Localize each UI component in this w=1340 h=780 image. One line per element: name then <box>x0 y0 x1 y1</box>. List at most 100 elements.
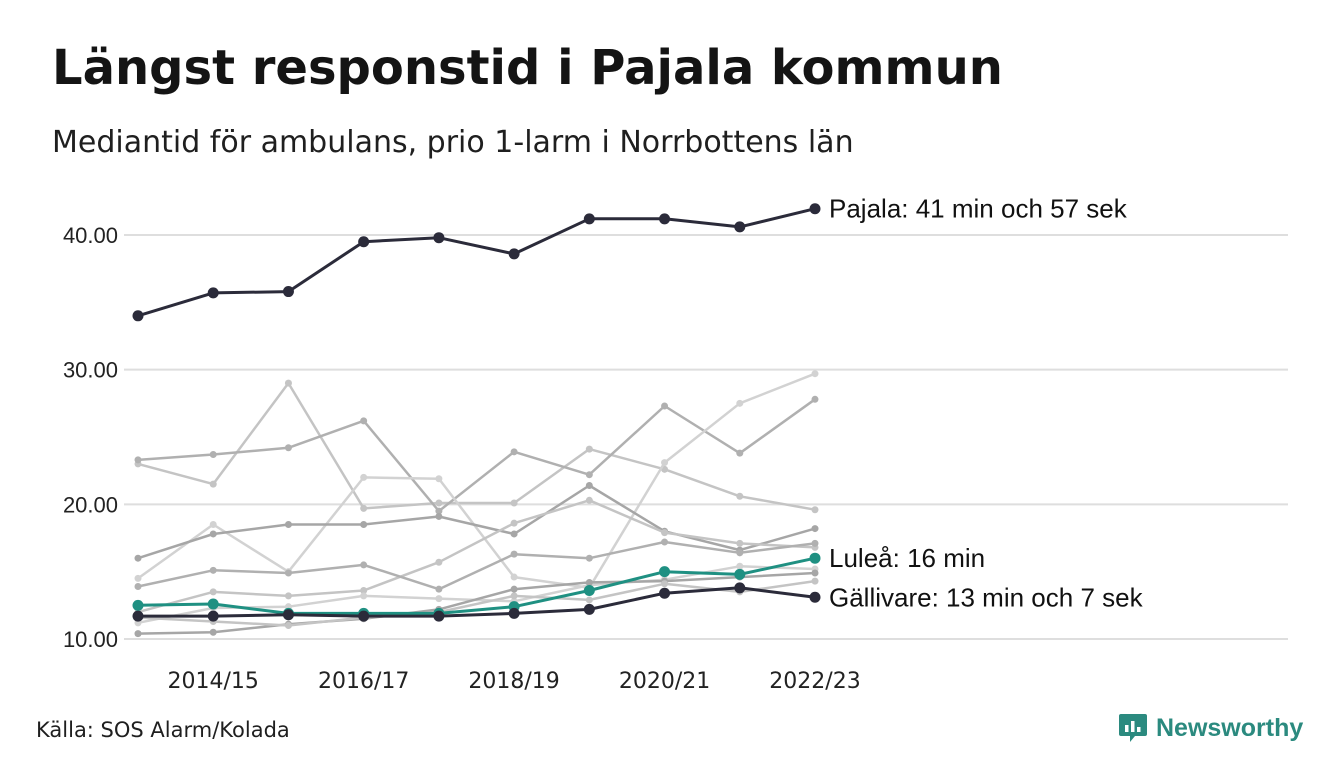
background-series-point <box>585 496 593 504</box>
highlighted-series-point <box>132 599 144 611</box>
background-series-point <box>811 539 819 547</box>
highlighted-series-point <box>282 286 294 298</box>
background-series-point <box>510 499 518 507</box>
background-series-point <box>435 585 443 593</box>
background-series-point <box>811 395 819 403</box>
background-series-point <box>360 587 368 595</box>
background-series-point <box>510 550 518 558</box>
series-end-label: Pajala: 41 min och 57 sek <box>829 194 1128 224</box>
background-series-line <box>137 540 816 591</box>
highlighted-series-point <box>207 598 219 610</box>
brand-logo: Newsworthy <box>1118 712 1303 744</box>
background-series-point <box>736 549 744 557</box>
brand-name: Newsworthy <box>1156 713 1304 742</box>
highlighted-series-point <box>433 232 445 244</box>
background-series-point <box>435 507 443 515</box>
background-series-point <box>284 592 292 600</box>
background-series-point <box>435 512 443 520</box>
highlighted-series-line <box>137 556 816 615</box>
background-series-point <box>510 585 518 593</box>
background-series-point <box>811 506 819 514</box>
chart-subtitle: Mediantid för ambulans, prio 1-larm i No… <box>52 125 854 160</box>
background-series-point <box>360 521 368 529</box>
background-series-point <box>134 574 142 582</box>
highlighted-series-point <box>358 610 370 622</box>
y-tick-label: 30.00 <box>63 358 118 383</box>
background-series-point <box>585 445 593 453</box>
background-series-point <box>134 554 142 562</box>
highlighted-series-point <box>207 610 219 622</box>
highlighted-series-point <box>207 287 219 299</box>
background-series-point <box>510 448 518 456</box>
series-end-label: Luleå: 16 min <box>829 543 985 573</box>
highlighted-series-point <box>583 585 595 597</box>
background-series-point <box>360 504 368 512</box>
y-tick-label: 20.00 <box>63 492 118 517</box>
source-note: Källa: SOS Alarm/Kolada <box>36 718 290 742</box>
background-series-point <box>661 402 669 410</box>
background-series-point <box>435 558 443 566</box>
background-series-point <box>435 595 443 603</box>
background-series-point <box>585 578 593 586</box>
highlighted-series-line <box>138 586 816 618</box>
background-series-point <box>736 562 744 570</box>
x-tick-label: 2014/15 <box>168 669 259 694</box>
background-series-point <box>736 399 744 407</box>
background-series-point <box>661 538 669 546</box>
x-tick-label: 2018/19 <box>468 669 559 694</box>
background-series-point <box>661 580 669 588</box>
background-series-point <box>585 554 593 562</box>
background-series-point <box>209 588 217 596</box>
highlighted-series-point <box>809 591 821 603</box>
highlighted-series-point <box>282 609 294 621</box>
background-series-point <box>360 592 368 600</box>
highlighted-series-point <box>132 610 144 622</box>
highlighted-series-point <box>734 568 746 580</box>
background-series-point <box>510 519 518 527</box>
y-tick-label: 10.00 <box>63 627 118 652</box>
x-tick-label: 2022/23 <box>769 669 860 694</box>
background-series-point <box>134 582 142 590</box>
background-series-point <box>209 451 217 459</box>
background-series-point <box>585 481 593 489</box>
background-series-line <box>137 381 816 511</box>
background-series-point <box>360 561 368 569</box>
background-series-line <box>137 372 816 590</box>
background-series-point <box>510 592 518 600</box>
highlighted-series-point <box>734 221 746 233</box>
background-series-point <box>510 530 518 538</box>
background-series-point <box>811 525 819 533</box>
highlighted-series-point <box>734 582 746 594</box>
background-series-point <box>661 459 669 467</box>
background-series-point <box>134 456 142 464</box>
background-series-point <box>209 530 217 538</box>
background-series-point <box>585 596 593 604</box>
background-series-point <box>209 521 217 529</box>
background-series-point <box>284 444 292 452</box>
background-series-point <box>134 630 142 638</box>
background-series-point <box>736 492 744 500</box>
background-series-line <box>137 398 816 513</box>
y-tick-label: 40.00 <box>63 223 118 248</box>
background-series-point <box>209 480 217 488</box>
background-series-point <box>435 499 443 507</box>
chart-title: Längst responstid i Pajala kommun <box>52 40 1003 96</box>
background-series-point <box>209 628 217 636</box>
background-series-line <box>137 499 816 614</box>
background-series-line <box>137 484 816 560</box>
background-series-point <box>284 569 292 577</box>
highlighted-series-point <box>809 203 821 215</box>
newsworthy-logo-icon <box>1119 714 1147 742</box>
background-series-line <box>137 579 816 627</box>
background-series-point <box>736 449 744 457</box>
background-series-point <box>811 569 819 577</box>
highlighted-series-line <box>137 207 816 318</box>
highlighted-series-point <box>659 213 671 225</box>
background-series-point <box>736 539 744 547</box>
background-series-point <box>811 370 819 378</box>
x-tick-label: 2020/21 <box>619 669 710 694</box>
highlighted-series-point <box>433 610 445 622</box>
highlighted-series-point <box>508 248 520 260</box>
highlighted-series-point <box>508 607 520 619</box>
